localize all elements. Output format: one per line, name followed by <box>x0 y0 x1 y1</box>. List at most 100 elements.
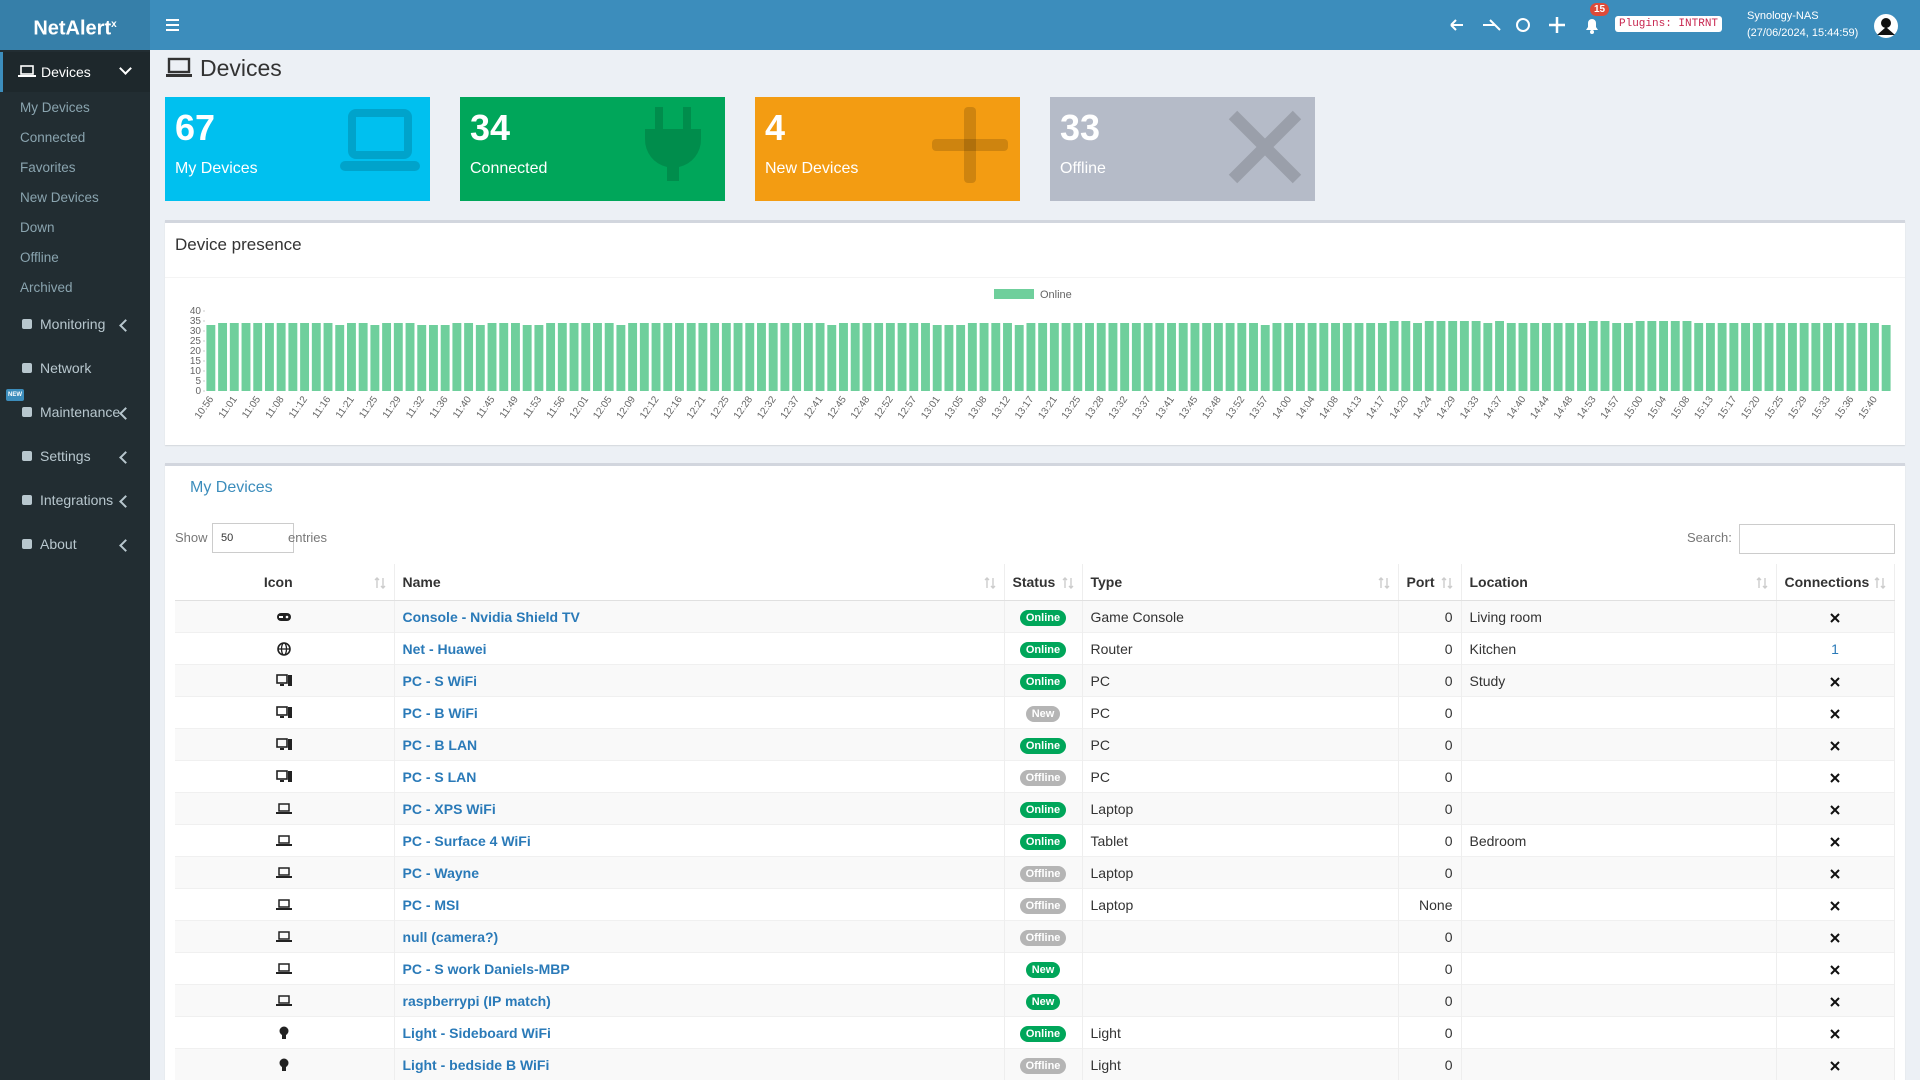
name-cell: PC - MSI <box>394 888 1005 921</box>
host-datetime: (27/06/2024, 15:44:59) <box>1747 27 1859 39</box>
location-cell <box>1461 696 1777 729</box>
device-link[interactable]: Net - Huawei <box>402 640 487 657</box>
status-cell: New <box>1004 696 1083 729</box>
sidebar-section[interactable]: Maintenance <box>0 399 150 427</box>
sidebar-link[interactable]: Archived <box>20 280 73 295</box>
status-badge: Online <box>1019 609 1067 626</box>
plugins-badge[interactable]: Plugins: INTRNT <box>1615 16 1723 32</box>
page-size-select[interactable]: 50 <box>212 523 294 553</box>
column-header[interactable]: Port <box>1398 564 1462 601</box>
top-bar: 15 Plugins: INTRNT Synology-NAS (27/06/2… <box>0 0 1920 50</box>
stat-box[interactable]: 4 New Devices <box>755 97 1020 201</box>
table-box: My Devices Show 50 entries Search: Icon N… <box>165 463 1905 1080</box>
icon-shape <box>22 319 32 329</box>
stat-box[interactable]: 33 Offline <box>1050 97 1315 201</box>
bar <box>1014 325 1024 391</box>
device-link[interactable]: PC - XPS WiFi <box>402 800 496 817</box>
status-cell: Offline <box>1004 1048 1083 1080</box>
device-link[interactable]: PC - S WiFi <box>402 672 478 689</box>
section-icon <box>22 407 32 417</box>
sidebar-section[interactable]: About <box>0 531 150 559</box>
column-header[interactable]: Status <box>1004 564 1083 601</box>
bar <box>1659 321 1669 391</box>
port-text: 0 <box>1444 1024 1453 1041</box>
user-avatar[interactable] <box>1873 13 1899 39</box>
connections-cell <box>1776 920 1895 953</box>
connections-link[interactable]: 1 <box>1831 640 1839 657</box>
column-header[interactable]: Name <box>394 564 1005 601</box>
section-label: Integrations <box>40 492 114 508</box>
bar <box>1647 321 1657 391</box>
search-input[interactable] <box>1739 524 1895 554</box>
bar <box>487 323 497 391</box>
table-row: Light - Sideboard WiFi Online Light 0 <box>175 1016 1895 1049</box>
column-header[interactable]: Icon <box>175 564 395 601</box>
no-connection-icon <box>1830 1061 1840 1071</box>
device-icon <box>276 770 293 783</box>
notification-count[interactable]: 15 <box>1590 3 1610 16</box>
sidebar-link[interactable]: Favorites <box>20 160 76 175</box>
stat-box[interactable]: 67 My Devices <box>165 97 430 201</box>
stat-box[interactable]: 34 Connected <box>460 97 725 201</box>
x-tick-label: 11:08 <box>264 394 287 421</box>
toolbar-icons[interactable] <box>1448 15 1588 35</box>
devices-menu[interactable]: Devices <box>0 52 150 92</box>
connections-cell <box>1776 728 1895 761</box>
icon-shape <box>683 107 691 129</box>
name-cell: PC - S LAN <box>394 760 1005 793</box>
menu-toggle[interactable] <box>165 17 181 33</box>
device-link[interactable]: Console - Nvidia Shield TV <box>402 608 580 625</box>
column-header[interactable]: Connections <box>1776 564 1895 601</box>
device-link[interactable]: null (camera?) <box>402 928 499 945</box>
device-link[interactable]: PC - S work Daniels-MBP <box>402 960 570 977</box>
icon-shape <box>340 161 420 171</box>
column-header[interactable]: Location <box>1461 564 1777 601</box>
bar <box>464 323 474 391</box>
device-link[interactable]: Light - Sideboard WiFi <box>402 1024 551 1041</box>
device-link[interactable]: PC - MSI <box>402 896 460 913</box>
sidebar-section[interactable]: Settings <box>0 443 150 471</box>
chevron <box>119 62 132 75</box>
sidebar-link[interactable]: Connected <box>20 130 86 145</box>
device-link[interactable]: PC - B WiFi <box>402 704 478 721</box>
x-tick-label: 14:29 <box>1435 394 1459 421</box>
sidebar-link[interactable]: Down <box>20 220 55 235</box>
logo[interactable]: NetAlertx <box>0 0 150 50</box>
device-link[interactable]: PC - Surface 4 WiFi <box>402 832 531 849</box>
device-link[interactable]: Light - bedside B WiFi <box>402 1056 550 1073</box>
bar <box>300 323 310 391</box>
icon-cell <box>175 792 395 825</box>
type-cell: PC <box>1082 696 1399 729</box>
status-badge: Offline <box>1019 929 1067 946</box>
sidebar-section[interactable]: Monitoring <box>0 311 150 339</box>
sidebar-section[interactable]: Integrations <box>0 487 150 515</box>
x-tick-label: 15:08 <box>1669 394 1693 421</box>
bar <box>698 323 708 391</box>
column-header[interactable]: Type <box>1082 564 1399 601</box>
device-link[interactable]: raspberrypi (IP match) <box>402 992 551 1009</box>
bar <box>991 323 1001 391</box>
bar <box>593 323 602 391</box>
icon-shape <box>276 706 289 716</box>
bar <box>663 323 673 391</box>
icon-cell <box>175 696 395 729</box>
device-icon <box>276 995 293 1007</box>
sidebar-link[interactable]: My Devices <box>20 100 90 115</box>
icon-cell <box>175 760 395 793</box>
device-link[interactable]: PC - S LAN <box>402 768 477 785</box>
bar <box>311 323 321 391</box>
location-cell: Kitchen <box>1461 632 1777 665</box>
sidebar-link[interactable]: New Devices <box>20 190 99 205</box>
bar <box>651 323 661 391</box>
icon-shape <box>278 995 290 1004</box>
bell-icon[interactable] <box>1583 15 1601 35</box>
sidebar-link[interactable]: Offline <box>20 250 59 265</box>
icon-shape <box>1830 1061 1840 1071</box>
device-link[interactable]: PC - Wayne <box>402 864 480 881</box>
x-tick-label: 11:36 <box>428 394 451 421</box>
sidebar-section[interactable]: Network <box>0 355 150 383</box>
x-tick-label: 14:48 <box>1552 394 1576 421</box>
device-link[interactable]: PC - B LAN <box>402 736 478 753</box>
bar <box>569 323 579 391</box>
chevron <box>119 451 132 464</box>
